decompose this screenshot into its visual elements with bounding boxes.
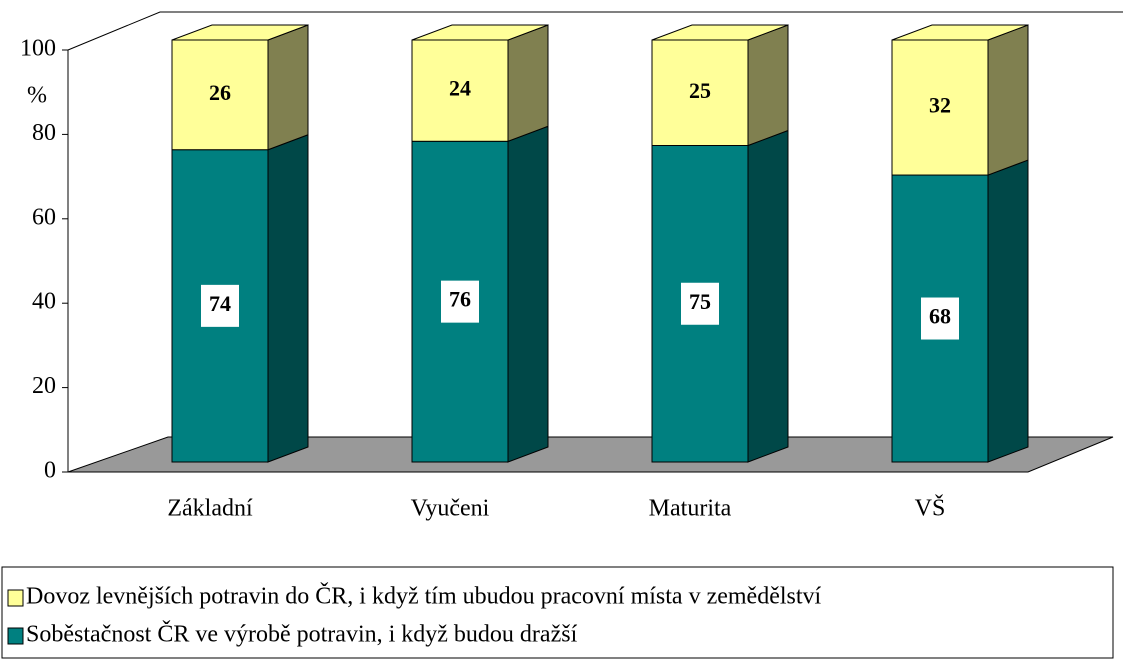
legend [1,566,1114,659]
value-label: 75 [689,289,711,314]
legend-swatch [7,589,24,607]
bar-segment [651,39,749,146]
value-label: 76 [449,287,471,312]
y-tick-label: 80 [32,120,56,146]
bar-side [267,24,309,151]
bar-side [747,129,789,463]
bar-segment [891,39,989,176]
bar-side [987,159,1029,463]
legend-label: Soběstačnost ČR ve výrobě potravin, i kd… [26,621,578,648]
floor [67,436,1114,473]
back-wall [67,11,1123,51]
bar-top [411,24,549,41]
y-tick-label: 60 [32,204,56,230]
value-label-box [441,280,479,323]
bar-side [747,24,789,147]
x-tick-label: Maturita [649,496,732,522]
value-label: 74 [209,291,231,316]
x-tick-label: Základní [167,496,253,522]
value-label-box [921,297,959,340]
value-label: 25 [689,78,711,103]
x-tick-label: VŠ [915,495,946,522]
bar-side [987,24,1029,176]
bar-side [507,24,549,143]
bar-top [651,24,789,41]
y-tick-label: 40 [32,289,56,315]
y-tick-label: 100 [20,36,56,62]
value-label-box [201,284,239,327]
value-label-box [681,282,719,325]
legend-label: Dovoz levnějších potravin do ČR, i když … [26,583,822,610]
x-tick-label: Vyučeni [411,496,490,522]
value-label: 26 [209,80,231,105]
bar-segment [411,39,509,142]
bar-top [171,24,309,41]
value-label: 24 [449,76,471,101]
y-axis-label: % [27,83,47,109]
value-label: 32 [929,93,951,118]
bar-side [267,133,309,463]
legend-swatch [7,627,24,645]
y-tick-label: 0 [44,458,56,484]
bar-top [891,24,1029,41]
y-tick-label: 20 [32,373,56,399]
bar-side [507,125,549,463]
value-label: 68 [929,304,951,329]
